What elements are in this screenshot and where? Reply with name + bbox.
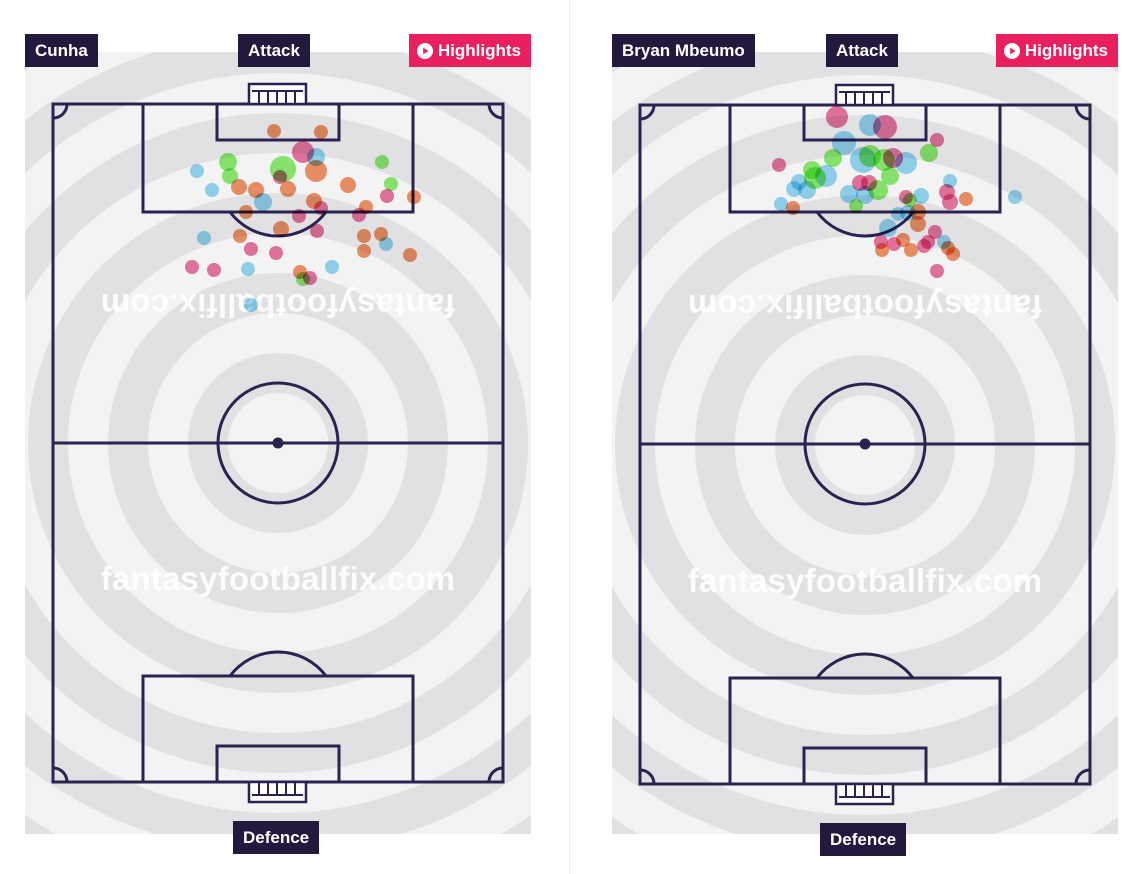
event-dot-blue	[879, 219, 897, 237]
event-dot-blue	[244, 298, 258, 312]
event-dot-blue	[205, 183, 219, 197]
event-dot-pink	[292, 209, 306, 223]
event-dot-pink	[380, 189, 394, 203]
event-dot-orange	[280, 181, 296, 197]
event-dot-pink	[826, 106, 848, 128]
event-dot-orange	[231, 179, 247, 195]
event-dot-green	[920, 144, 938, 162]
event-dot-blue	[379, 237, 393, 251]
event-dot-pink	[185, 260, 199, 274]
event-dot-pink	[207, 263, 221, 277]
attack-label: Attack	[238, 34, 310, 67]
event-dot-green	[824, 149, 842, 167]
event-dot-orange	[904, 243, 918, 257]
event-dot-pink	[314, 201, 328, 215]
event-dot-orange	[273, 221, 289, 237]
event-dot-blue	[774, 197, 788, 211]
event-dot-blue	[832, 131, 856, 155]
event-dot-blue	[895, 152, 917, 174]
event-dot-pink	[928, 225, 942, 239]
player-name-tag: Bryan Mbeumo	[612, 34, 755, 67]
event-dot-green	[849, 199, 863, 213]
event-dots	[772, 106, 1022, 278]
play-circle-icon	[1003, 42, 1020, 59]
highlights-button[interactable]: Highlights	[408, 34, 531, 67]
event-dot-blue	[325, 260, 339, 274]
event-dot-blue	[190, 164, 204, 178]
event-dot-orange	[403, 248, 417, 262]
heatmap-panel-cunha: fantasyfootballfix.com fantasyfootballfi…	[25, 0, 531, 874]
highlights-label: Highlights	[1024, 41, 1108, 60]
attack-label: Attack	[826, 34, 898, 67]
event-dot-pink	[269, 246, 283, 260]
event-dot-orange	[875, 243, 889, 257]
highlights-button[interactable]: Highlights	[995, 34, 1118, 67]
highlights-label: Highlights	[437, 41, 521, 60]
event-dot-blue	[913, 188, 929, 204]
event-dot-orange	[357, 229, 371, 243]
event-dot-pink	[887, 237, 901, 251]
player-name-tag: Cunha	[25, 34, 98, 67]
event-dot-orange	[407, 190, 421, 204]
defence-label: Defence	[233, 821, 320, 854]
event-dot-green	[219, 153, 237, 171]
play-circle-icon	[416, 42, 433, 59]
event-dot-pink	[772, 158, 786, 172]
event-dot-orange	[959, 192, 973, 206]
event-dot-pink	[273, 170, 287, 184]
event-dot-pink	[244, 242, 258, 256]
pitch-lines	[638, 83, 1092, 806]
event-dot-pink	[930, 264, 944, 278]
event-dot-blue	[197, 231, 211, 245]
event-dot-green	[384, 177, 398, 191]
panel-divider	[569, 0, 570, 874]
event-dot-orange	[340, 177, 356, 193]
event-dot-orange	[239, 205, 253, 219]
defence-label: Defence	[820, 823, 907, 856]
event-dot-blue	[254, 193, 272, 211]
event-dot-blue	[1008, 190, 1022, 204]
event-dot-orange	[314, 125, 328, 139]
event-dot-pink	[930, 133, 944, 147]
event-dot-pink	[352, 208, 366, 222]
event-dots	[185, 124, 421, 312]
event-dot-orange	[305, 160, 327, 182]
event-dot-pink	[303, 271, 317, 285]
event-dot-orange	[946, 247, 960, 261]
event-dot-blue	[891, 207, 905, 221]
event-dot-orange	[786, 201, 800, 215]
heatmap-panel-bryan-mbeumo: fantasyfootballfix.com fantasyfootballfi…	[612, 0, 1118, 874]
event-dot-blue	[791, 174, 807, 190]
event-dot-orange	[233, 229, 247, 243]
event-dot-blue	[840, 185, 858, 203]
event-dot-blue	[856, 186, 874, 204]
event-dot-green	[881, 167, 899, 185]
event-dot-green	[222, 168, 238, 184]
event-dot-green	[375, 155, 389, 169]
event-dot-pink	[917, 239, 931, 253]
event-dot-pink	[873, 115, 897, 139]
event-dot-blue	[241, 262, 255, 276]
event-dot-pink	[942, 194, 958, 210]
event-dot-pink	[310, 224, 324, 238]
event-dot-orange	[357, 244, 371, 258]
event-dot-orange	[910, 216, 926, 232]
event-dot-orange	[267, 124, 281, 138]
pitch-lines	[51, 82, 505, 804]
